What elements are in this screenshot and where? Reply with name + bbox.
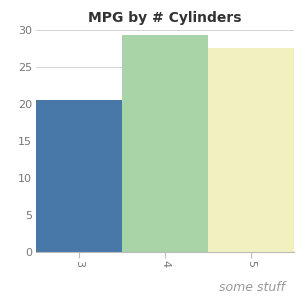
Text: some stuff: some stuff — [219, 281, 285, 294]
Bar — [208, 48, 294, 252]
Bar — [122, 35, 208, 252]
Title: MPG by # Cylinders: MPG by # Cylinders — [88, 11, 242, 25]
Bar — [36, 100, 122, 252]
